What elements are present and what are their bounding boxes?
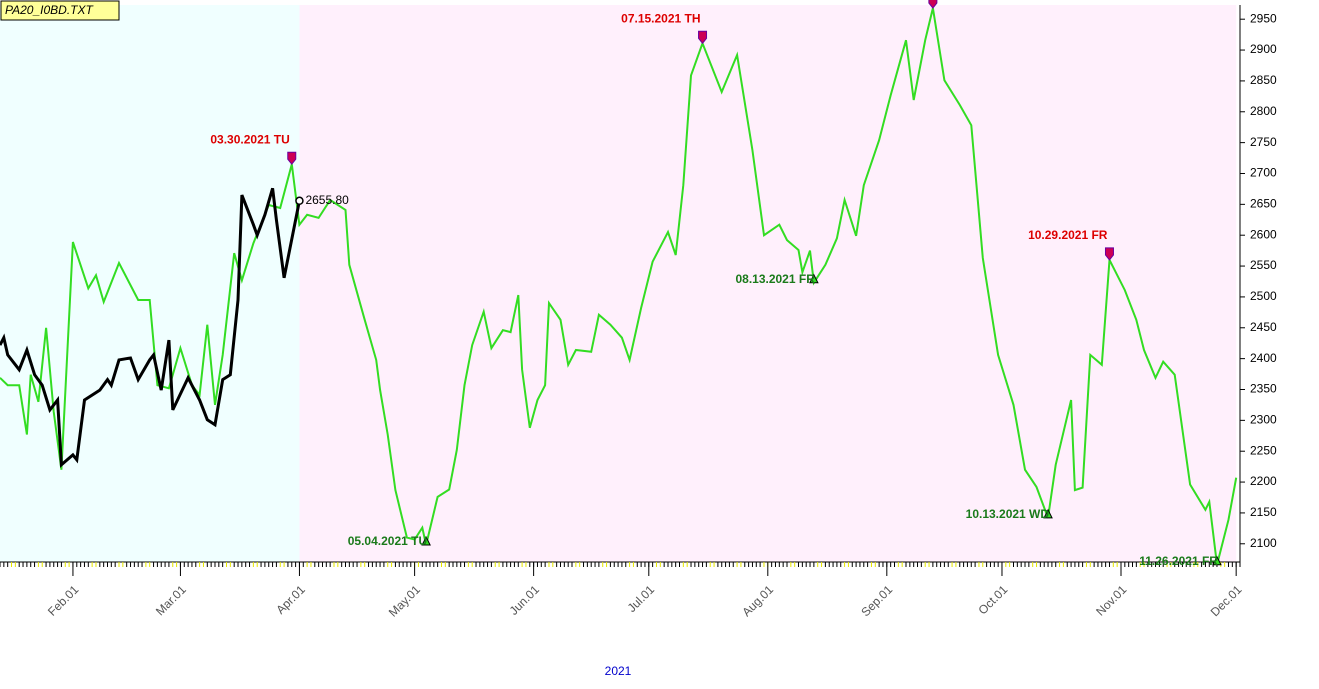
y-tick-label: 2300	[1250, 413, 1277, 427]
y-tick-label: 2350	[1250, 382, 1277, 396]
y-tick-label: 2450	[1250, 320, 1277, 334]
y-tick-label: 2850	[1250, 73, 1277, 87]
y-tick-label: 2150	[1250, 505, 1277, 519]
low-marker	[1212, 555, 1222, 566]
low-marker	[1043, 508, 1053, 519]
high-label: 10.29.2021 FR	[1028, 228, 1108, 242]
x-tick-label: Aug.01	[739, 582, 776, 619]
x-tick-label: Jun.01	[507, 582, 543, 618]
high-marker	[698, 30, 708, 45]
y-tick-label: 2250	[1250, 443, 1277, 457]
x-tick-label: Sep.01	[858, 582, 895, 619]
high-marker	[928, 0, 938, 9]
y-tick-label: 2400	[1250, 351, 1277, 365]
x-tick-label: May.01	[386, 582, 423, 619]
high-label: 07.15.2021 TH	[621, 11, 700, 25]
high-marker	[287, 151, 297, 166]
y-tick-label: 2500	[1250, 289, 1277, 303]
low-label: 05.04.2021 TU	[348, 534, 427, 548]
x-tick-label: Jul.01	[625, 582, 658, 615]
shaded-region	[0, 5, 300, 562]
y-tick-label: 2750	[1250, 135, 1277, 149]
x-tick-label: Feb.01	[45, 582, 82, 619]
y-tick-label: 2700	[1250, 166, 1277, 180]
y-tick-label: 2600	[1250, 227, 1277, 241]
price-line	[0, 187, 301, 468]
high-label: 03.30.2021 TU	[210, 132, 289, 146]
low-label: 11.26.2021 FR	[1139, 554, 1218, 568]
x-tick-label: Mar.01	[153, 582, 189, 618]
low-marker	[809, 273, 819, 284]
y-tick-label: 2800	[1250, 104, 1277, 118]
x-tick-label: Apr.01	[273, 582, 308, 617]
high-marker	[1104, 247, 1114, 261]
title-box	[0, 0, 120, 21]
y-tick-label: 2950	[1250, 11, 1277, 25]
y-tick-label: 2900	[1250, 42, 1277, 56]
background	[0, 5, 1237, 562]
low-label: 08.13.2021 FR	[735, 272, 815, 286]
price-point	[295, 196, 304, 206]
price-label: 2655.80	[305, 193, 349, 207]
x-tick-label: Oct.01	[975, 582, 1010, 617]
x-tick-label: Dec.01	[1208, 582, 1245, 619]
low-label: 10.13.2021 WD	[966, 507, 1050, 521]
y-tick-label: 2550	[1250, 258, 1277, 272]
low-marker	[421, 535, 431, 546]
y-tick-label: 2650	[1250, 197, 1277, 211]
x-tick-label: Nov.01	[1093, 582, 1129, 618]
y-tick-label: 2100	[1250, 536, 1277, 550]
price-line	[0, 7, 1238, 566]
y-tick-label: 2200	[1250, 474, 1277, 488]
chart-title: PA20_I0BD.TXT	[5, 3, 94, 17]
shaded-region	[299, 5, 1237, 562]
year-label: 2021	[605, 664, 632, 678]
